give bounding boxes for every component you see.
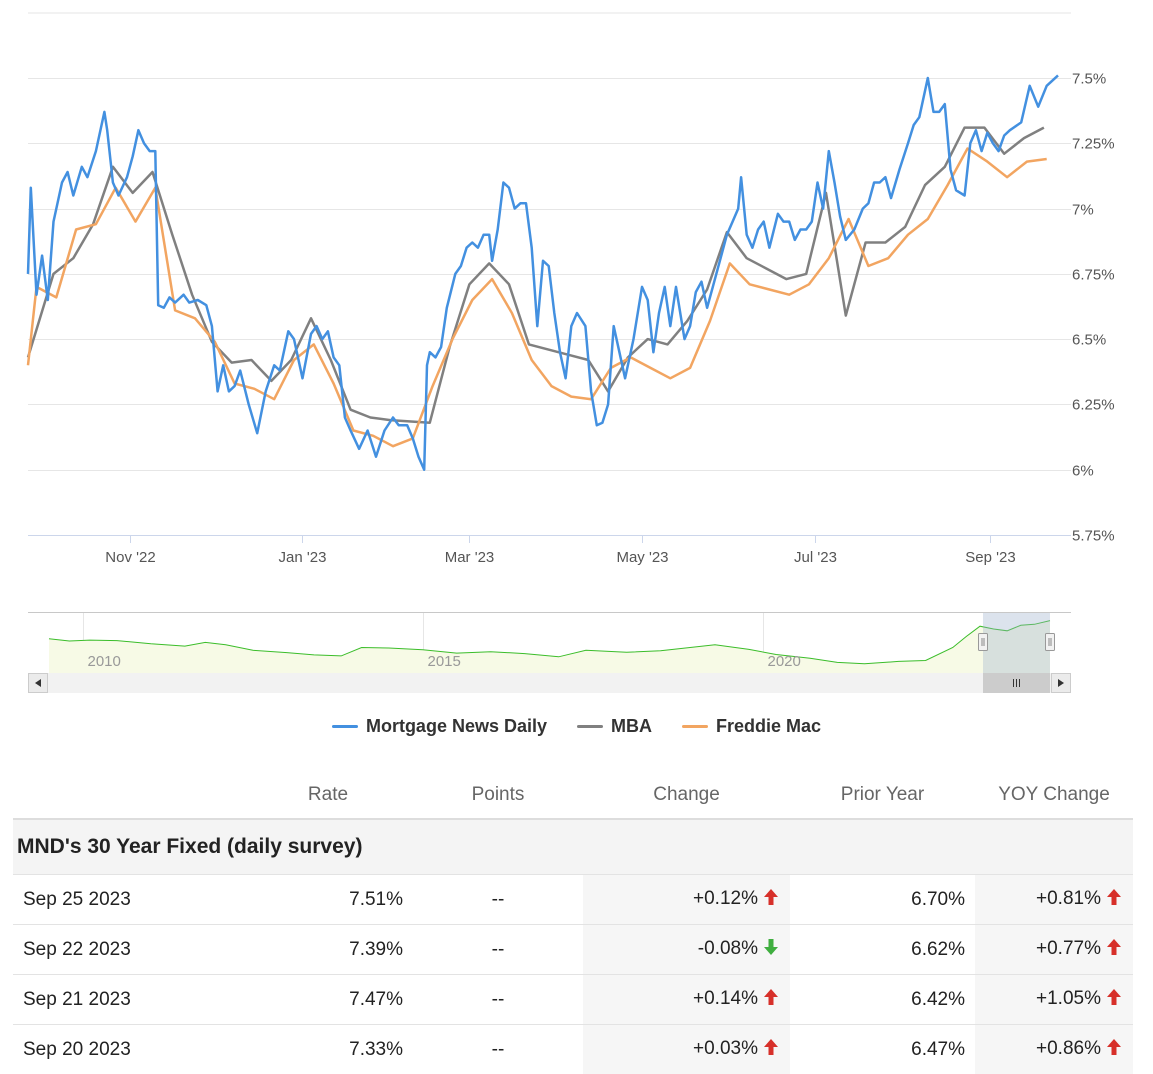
row-points: -- [413,925,583,975]
y-tick-label: 6.75% [1072,267,1115,284]
row-yoy-value: +1.05% [1036,988,1101,1009]
navigator-handle-right[interactable] [1046,634,1055,651]
x-tick-label: Jan '23 [279,549,327,566]
legend-item-freddie[interactable]: Freddie Mac [682,716,821,737]
table-row: Sep 25 2023 7.51% -- +0.12% 6.70% +0.81% [13,875,1133,925]
navigator[interactable]: 2010 2015 2020 [28,612,1071,673]
section-title: MND's 30 Year Fixed (daily survey) [13,819,1133,875]
row-date: Sep 21 2023 [13,975,243,1025]
row-points: -- [413,875,583,925]
legend-swatch-mnd [332,725,358,728]
row-change: +0.14% [583,975,790,1025]
y-tick-label: 6% [1072,463,1094,480]
series-line-mortgage-news-daily [28,75,1058,469]
row-change-value: +0.14% [693,988,758,1009]
y-tick-label: 6.25% [1072,397,1115,414]
navigator-selection[interactable] [983,613,1050,673]
row-prior-year: 6.47% [790,1025,975,1074]
series-lines [28,75,1058,469]
row-yoy-value: +0.86% [1036,1038,1101,1059]
table-header-row: Rate Points Change Prior Year YOY Change [13,772,1133,819]
y-tick-label: 7.25% [1072,136,1115,153]
arrow-up-icon [1105,938,1123,962]
row-prior-year: 6.70% [790,875,975,925]
arrow-down-icon [762,938,780,962]
chart-legend: Mortgage News Daily MBA Freddie Mac [0,716,1153,737]
row-yoy-change: +0.86% [975,1025,1133,1074]
navigator-year-label: 2020 [768,653,801,670]
x-tick-label: Jul '23 [794,549,837,566]
row-date: Sep 22 2023 [13,925,243,975]
row-yoy-change: +0.77% [975,925,1133,975]
x-tick-label: Nov '22 [105,549,155,566]
x-tick-label: Sep '23 [965,549,1015,566]
header-rate: Rate [243,772,413,819]
arrow-up-icon [762,988,780,1012]
row-yoy-change: +0.81% [975,875,1133,925]
x-tick-label: Mar '23 [445,549,495,566]
table-row: Sep 20 2023 7.33% -- +0.03% 6.47% +0.86% [13,1025,1133,1074]
y-tick-label: 5.75% [1072,528,1115,545]
row-change-value: +0.12% [693,888,758,909]
arrow-up-icon [1105,988,1123,1012]
header-prior-year: Prior Year [790,772,975,819]
row-yoy-value: +0.81% [1036,888,1101,909]
row-yoy-change: +1.05% [975,975,1133,1025]
row-change: +0.03% [583,1025,790,1074]
row-rate: 7.47% [243,975,413,1025]
x-axis: Nov '22 Jan '23 Mar '23 May '23 Jul '23 Sep '… [28,535,1071,566]
arrow-up-icon [762,888,780,912]
legend-swatch-mba [577,725,603,728]
row-change-value: +0.03% [693,1038,758,1059]
row-change-value: -0.08% [698,938,758,959]
series-line-mba [28,128,1044,423]
header-date [13,772,243,819]
navigator-handle-left[interactable] [979,634,988,651]
row-yoy-value: +0.77% [1036,938,1101,959]
header-change: Change [583,772,790,819]
y-tick-label: 7.5% [1072,71,1106,88]
legend-item-mnd[interactable]: Mortgage News Daily [332,716,547,737]
legend-item-mba[interactable]: MBA [577,716,652,737]
legend-label-mba: MBA [611,716,652,737]
navigator-year-label: 2015 [428,653,461,670]
table-row: Sep 21 2023 7.47% -- +0.14% 6.42% +1.05% [13,975,1133,1025]
x-tick-label: May '23 [616,549,668,566]
navigator-year-label: 2010 [88,653,121,670]
row-date: Sep 25 2023 [13,875,243,925]
legend-swatch-freddie [682,725,708,728]
arrow-up-icon [1105,888,1123,912]
table-row: Sep 22 2023 7.39% -- -0.08% 6.62% +0.77% [13,925,1133,975]
header-yoy-change: YOY Change [975,772,1133,819]
rates-table: Rate Points Change Prior Year YOY Change… [13,772,1133,1074]
scrollbar[interactable] [28,673,1071,693]
row-change: +0.12% [583,875,790,925]
section-row: MND's 30 Year Fixed (daily survey) [13,819,1133,875]
y-tick-label: 7% [1072,202,1094,219]
row-points: -- [413,975,583,1025]
y-axis-labels: 5.75% 6% 6.25% 6.5% 6.75% 7% 7.25% 7.5% [1072,71,1115,545]
row-prior-year: 6.62% [790,925,975,975]
row-rate: 7.33% [243,1025,413,1074]
row-points: -- [413,1025,583,1074]
rate-chart: 5.75% 6% 6.25% 6.5% 6.75% 7% 7.25% 7.5% Nov '22… [0,0,1153,700]
y-tick-label: 6.5% [1072,332,1106,349]
row-rate: 7.51% [243,875,413,925]
row-date: Sep 20 2023 [13,1025,243,1074]
header-points: Points [413,772,583,819]
row-prior-year: 6.42% [790,975,975,1025]
legend-label-mnd: Mortgage News Daily [366,716,547,737]
scrollbar-track[interactable] [28,673,1071,693]
legend-label-freddie: Freddie Mac [716,716,821,737]
row-change: -0.08% [583,925,790,975]
row-rate: 7.39% [243,925,413,975]
